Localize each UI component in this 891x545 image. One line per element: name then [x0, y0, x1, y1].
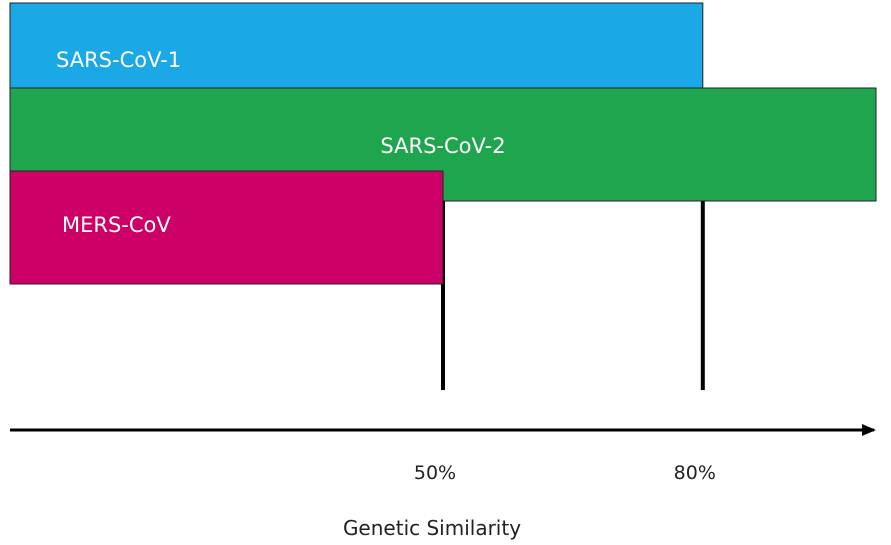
bar-mers-cov: [9, 170, 444, 285]
x-tick-label-50: 50%: [414, 462, 456, 484]
bar-label-sars-cov-2: SARS-CoV-2: [380, 134, 505, 158]
x-tick-label-80: 80%: [674, 462, 716, 484]
bar-label-sars-cov-1: SARS-CoV-1: [56, 48, 181, 72]
bar-label-mers-cov: MERS-CoV: [62, 213, 171, 237]
x-axis-title: Genetic Similarity: [343, 516, 521, 540]
